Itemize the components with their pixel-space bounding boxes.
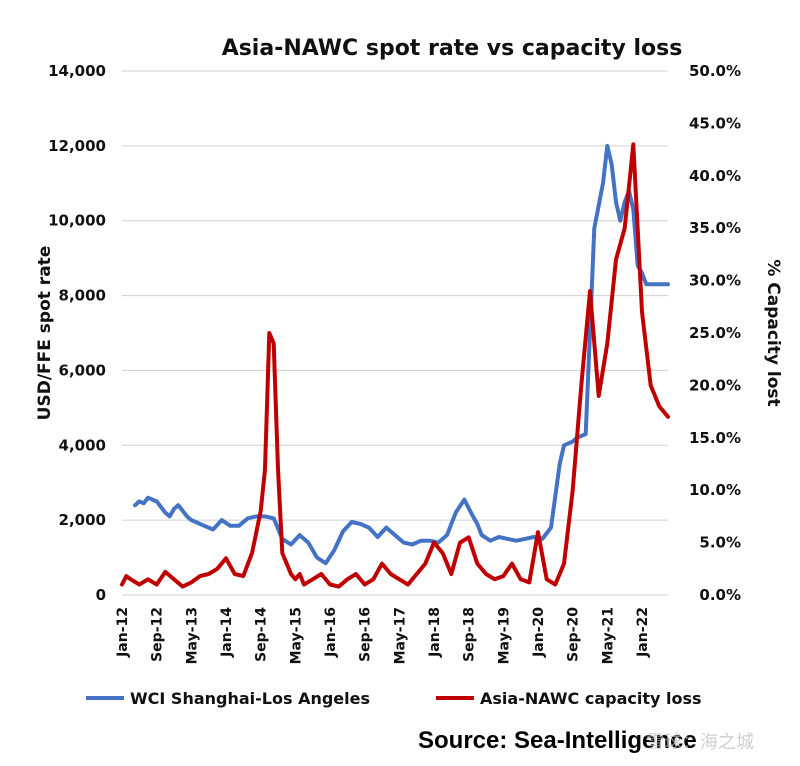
left-y-tick-label: 0: [96, 586, 106, 604]
left-y-tick-label: 8,000: [59, 287, 106, 305]
x-tick-label: Jan-22: [635, 607, 651, 658]
x-tick-label: May-15: [288, 607, 304, 664]
left-y-tick-label: 2,000: [59, 511, 106, 529]
chart-title: Asia-NAWC spot rate vs capacity loss: [222, 36, 683, 61]
x-tick-label: May-17: [392, 607, 408, 664]
watermark: 雪球：海之城: [646, 732, 754, 753]
left-y-tick-label: 12,000: [48, 137, 106, 155]
legend-label-wci: WCI Shanghai-Los Angeles: [130, 689, 370, 708]
right-y-tick-labels: 0.0% 5.0% 10.0% 15.0% 20.0% 25.0% 30.0% 35.0% 40…: [689, 62, 741, 604]
x-tick-label: Jan-14: [219, 607, 235, 658]
x-tick-labels: Jan-12 Sep-12 May-13 Jan-14 Sep-14 May-15 Jan-…: [115, 607, 651, 665]
x-tick-label: Sep-18: [462, 607, 478, 662]
x-tick-label: May-19: [496, 607, 512, 664]
x-tick-label: Jan-12: [115, 607, 131, 658]
right-y-tick-label: 20.0%: [689, 376, 741, 394]
x-tick-label: Sep-16: [358, 607, 374, 662]
left-y-axis-label: USD/FFE spot rate: [35, 246, 55, 421]
x-tick-label: Jan-16: [323, 607, 339, 658]
x-tick-label: Jan-18: [427, 607, 443, 658]
gridlines: [122, 70, 668, 596]
right-y-tick-label: 50.0%: [689, 62, 741, 80]
x-tick-label: Jan-20: [531, 607, 547, 658]
right-y-tick-label: 35.0%: [689, 219, 741, 237]
right-y-axis-label: % Capacity lost: [763, 259, 783, 406]
x-tick-label: Sep-20: [566, 607, 582, 662]
left-y-tick-label: 10,000: [48, 212, 106, 230]
right-y-tick-label: 30.0%: [689, 272, 741, 290]
source-note: Source: Sea-Intelligence: [418, 727, 697, 754]
right-y-tick-label: 45.0%: [689, 114, 741, 132]
right-y-tick-label: 15.0%: [689, 429, 741, 447]
x-tick-label: Sep-14: [254, 607, 270, 662]
series-line-wci: [133, 143, 670, 566]
right-y-tick-label: 25.0%: [689, 324, 741, 342]
legend: WCI Shanghai-Los Angeles Asia-NAWC capac…: [86, 689, 702, 708]
x-tick-label: Sep-12: [150, 607, 166, 662]
left-y-tick-labels: 0 2,000 4,000 6,000 8,000 10,000 12,000 14,000: [48, 62, 106, 604]
x-tick-label: May-13: [184, 607, 200, 664]
legend-label-capacity: Asia-NAWC capacity loss: [480, 689, 702, 708]
right-y-tick-label: 0.0%: [699, 586, 741, 604]
series-line-capacity-loss: [120, 142, 670, 589]
right-y-tick-label: 5.0%: [699, 534, 741, 552]
left-y-tick-label: 4,000: [59, 436, 106, 454]
right-y-tick-label: 40.0%: [689, 167, 741, 185]
right-y-tick-label: 10.0%: [689, 481, 741, 499]
left-y-tick-label: 14,000: [48, 62, 106, 80]
series-lines: [120, 142, 670, 589]
x-tick-label: May-21: [600, 607, 616, 664]
left-y-tick-label: 6,000: [59, 361, 106, 379]
